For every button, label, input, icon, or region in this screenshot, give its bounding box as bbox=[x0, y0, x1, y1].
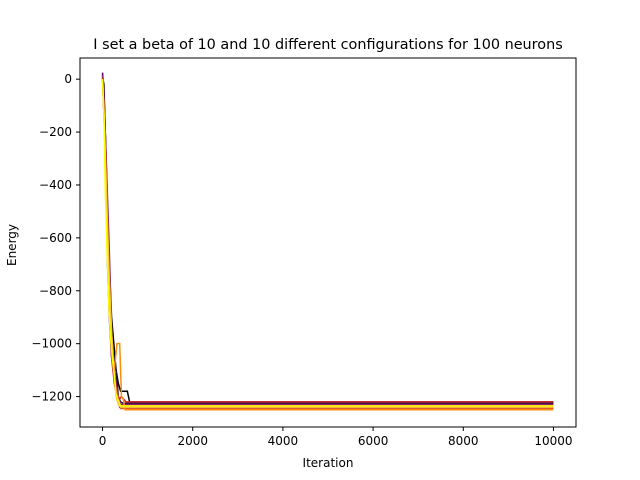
series-line-5 bbox=[101, 77, 554, 407]
y-tick-label: −200 bbox=[39, 125, 72, 139]
y-tick-label: −600 bbox=[39, 231, 72, 245]
series-line-2 bbox=[101, 73, 554, 404]
chart-title: I set a beta of 10 and 10 different conf… bbox=[93, 37, 562, 53]
x-tick-label: 0 bbox=[99, 434, 107, 448]
series-lines bbox=[101, 72, 554, 411]
series-line-7 bbox=[101, 77, 554, 403]
y-tick-label: 0 bbox=[64, 72, 72, 86]
x-tick-label: 8000 bbox=[448, 434, 479, 448]
y-tick-label: −1000 bbox=[31, 337, 72, 351]
series-line-4 bbox=[101, 75, 554, 406]
x-tick-label: 10000 bbox=[534, 434, 572, 448]
series-line-6 bbox=[101, 79, 554, 410]
x-axis: 0 2000 4000 6000 8000 10000 bbox=[99, 427, 573, 448]
series-line-10 bbox=[101, 79, 554, 407]
series-line-3 bbox=[101, 72, 554, 408]
series-line-8 bbox=[101, 79, 554, 411]
x-tick-label: 2000 bbox=[177, 434, 208, 448]
x-axis-label: Iteration bbox=[303, 456, 354, 470]
x-tick-label: 4000 bbox=[268, 434, 299, 448]
y-axis-label: Energy bbox=[5, 224, 19, 266]
series-line-9 bbox=[101, 79, 554, 408]
y-tick-label: −400 bbox=[39, 178, 72, 192]
plot-frame bbox=[79, 57, 577, 428]
plot-area bbox=[79, 57, 577, 428]
y-tick-label: −800 bbox=[39, 284, 72, 298]
x-tick-label: 6000 bbox=[358, 434, 389, 448]
series-line-1 bbox=[101, 76, 554, 403]
y-axis: 0 −200 −400 −600 −800 −1000 −1200 bbox=[31, 72, 80, 404]
y-tick-label: −1200 bbox=[31, 390, 72, 404]
